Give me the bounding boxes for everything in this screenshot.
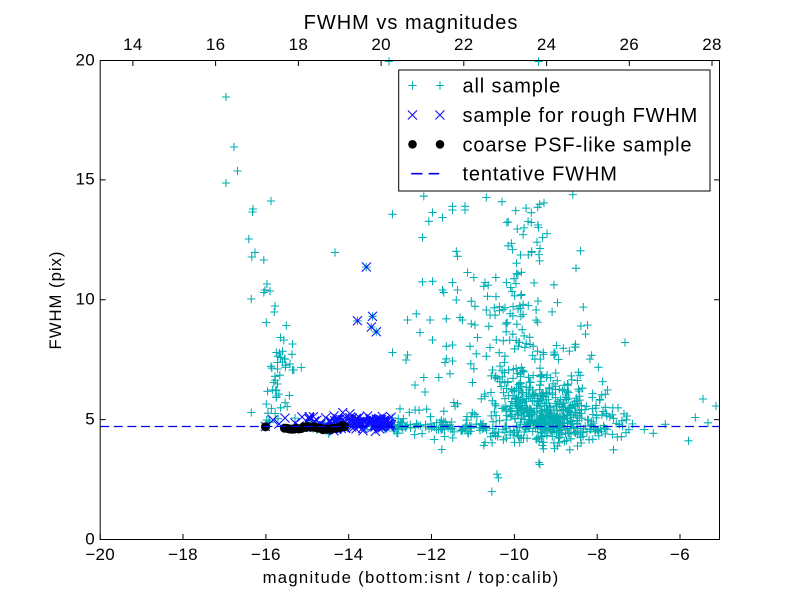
svg-text:16: 16 [206,35,226,54]
svg-text:5: 5 [85,409,95,428]
svg-text:15: 15 [75,170,95,189]
svg-text:22: 22 [454,35,474,54]
svg-text:20: 20 [371,35,391,54]
svg-text:−10: −10 [500,545,530,564]
svg-text:FWHM (pix): FWHM (pix) [46,251,65,350]
svg-text:10: 10 [75,290,95,309]
svg-text:all sample: all sample [463,76,562,98]
svg-text:sample for rough FWHM: sample for rough FWHM [463,105,699,127]
svg-text:26: 26 [620,35,640,54]
svg-text:−6: −6 [670,545,690,564]
svg-text:24: 24 [537,35,557,54]
svg-text:14: 14 [123,35,143,54]
svg-text:−8: −8 [587,545,607,564]
svg-text:coarse PSF-like sample: coarse PSF-like sample [463,134,693,156]
svg-text:−18: −18 [168,545,198,564]
svg-text:−16: −16 [251,545,281,564]
svg-text:−20: −20 [85,545,115,564]
svg-text:−12: −12 [417,545,447,564]
svg-text:tentative FWHM: tentative FWHM [463,164,618,186]
svg-text:0: 0 [85,529,95,548]
svg-text:18: 18 [289,35,309,54]
svg-text:−14: −14 [334,545,364,564]
svg-text:20: 20 [75,50,95,69]
svg-text:magnitude (bottom:isnt / top:c: magnitude (bottom:isnt / top:calib) [263,568,560,587]
svg-text:FWHM vs magnitudes: FWHM vs magnitudes [304,12,519,34]
svg-text:28: 28 [702,35,722,54]
